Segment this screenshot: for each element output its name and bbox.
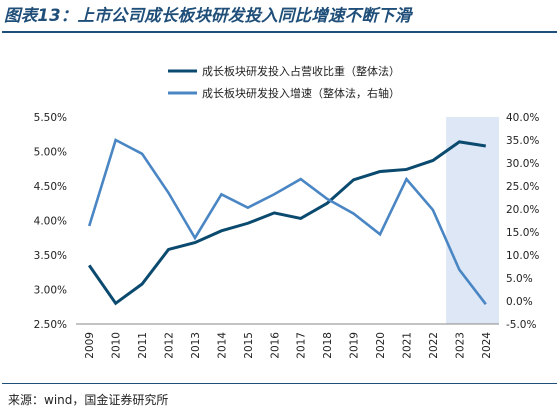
y-right-tick-label: 35.0% (506, 135, 539, 147)
y-left-tick-label: 3.00% (34, 285, 67, 297)
y-right-tick-label: 25.0% (506, 181, 539, 193)
legend-label-1: 成长板块研发投入占营收比重（整体法） (202, 64, 400, 78)
x-tick-label: 2017 (296, 332, 308, 359)
x-tick-label: 2021 (401, 332, 413, 359)
y-left-tick-label: 4.50% (34, 181, 67, 193)
y-left-tick-label: 5.00% (34, 147, 67, 159)
x-tick-label: 2012 (164, 332, 176, 359)
x-tick-label: 2010 (111, 332, 123, 359)
x-tick-label: 2015 (243, 332, 255, 359)
line-chart: 2009 2010 2011 2012 2013 2014 2015 2016 2017 2018… (34, 64, 540, 359)
y-right-tick-label: 15.0% (506, 227, 539, 239)
x-tick-label: 2011 (137, 332, 149, 359)
legend-label-2: 成长板块研发投入增速（整体法，右轴） (202, 86, 400, 100)
source-note: 来源：wind，国金证券研究所 (8, 393, 169, 407)
x-tick-label: 2020 (375, 332, 387, 359)
highlight-band (446, 117, 499, 324)
chart-title: 图表13：上市公司成长板块研发投入同比增速不断下滑 (4, 6, 412, 25)
y-right-tick-label: 10.0% (506, 250, 539, 262)
x-tick-label: 2019 (349, 332, 361, 359)
x-tick-label: 2024 (481, 332, 493, 359)
y-right-tick-label: -5.0% (506, 319, 536, 331)
y-left-tick-label: 4.00% (34, 216, 67, 228)
y-right-tick-label: 40.0% (506, 112, 539, 124)
x-tick-label: 2018 (322, 332, 334, 359)
x-tick-label: 2022 (428, 332, 440, 359)
x-tick-label: 2016 (269, 332, 281, 359)
y-left-tick-label: 5.50% (34, 112, 67, 124)
y-right-tick-label: 0.0% (506, 296, 533, 308)
series-line-2 (87, 138, 487, 306)
x-tick-label: 2023 (454, 332, 466, 359)
y-left-tick-label: 3.50% (34, 250, 67, 262)
footer-divider (2, 383, 557, 384)
x-tick-label: 2014 (216, 332, 228, 359)
series-line-1 (87, 140, 487, 306)
y-right-tick-label: 5.0% (506, 273, 533, 285)
x-tick-label: 2013 (190, 332, 202, 359)
x-tick-label: 2009 (84, 332, 96, 359)
y-left-tick-label: 2.50% (34, 319, 67, 331)
title-divider (2, 31, 557, 33)
y-right-tick-label: 30.0% (506, 158, 539, 170)
y-right-tick-label: 20.0% (506, 204, 539, 216)
